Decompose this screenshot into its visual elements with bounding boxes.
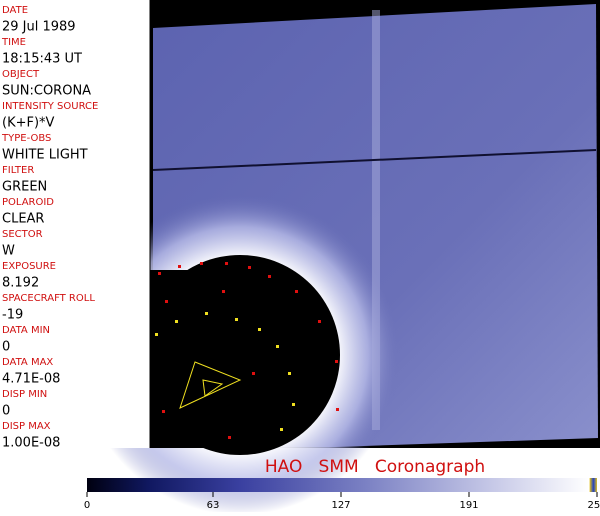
field-label: DATE: [2, 5, 28, 16]
field-value: 4.71E-08: [2, 372, 60, 387]
field-label: DATA MIN: [2, 325, 50, 336]
field-label: SECTOR: [2, 229, 43, 240]
dots: [155, 312, 295, 431]
occulter-fill: [150, 270, 240, 448]
streak: [372, 10, 380, 430]
field-label: DATA MAX: [2, 357, 53, 368]
tick-label: 191: [459, 500, 478, 511]
field-label: DISP MIN: [2, 389, 47, 400]
field-value: 18:15:43 UT: [2, 52, 82, 67]
tick-label: 63: [207, 500, 220, 511]
field-value: (K+F)*V: [2, 116, 55, 131]
field-value: -19: [2, 308, 23, 323]
tick-label: 127: [331, 500, 350, 511]
field-label: OBJECT: [2, 69, 40, 80]
field-value: CLEAR: [2, 212, 44, 227]
field-value: WHITE LIGHT: [2, 148, 88, 163]
field-label: INTENSITY SOURCE: [2, 101, 98, 112]
field-label: TYPE-OBS: [1, 133, 51, 144]
field-value: 0: [2, 340, 10, 355]
field-value: 29 Jul 1989: [2, 20, 76, 35]
field-label: SPACECRAFT ROLL: [2, 293, 95, 304]
dots: [158, 262, 339, 439]
title: HAO SMM Coronagraph: [265, 457, 485, 477]
field-label: POLAROID: [2, 197, 54, 208]
field-label: DISP MAX: [2, 421, 51, 432]
colorbar: [87, 478, 597, 492]
tick-label: 255: [587, 500, 600, 511]
field-label: EXPOSURE: [2, 261, 56, 272]
field-value: GREEN: [2, 180, 47, 195]
field-value: SUN:CORONA: [2, 84, 91, 99]
tick-label: 0: [84, 500, 90, 511]
marker: [179, 361, 242, 409]
info-panel: [0, 0, 150, 448]
field-value: 1.00E-08: [2, 436, 60, 451]
field-value: W: [2, 244, 15, 259]
field-value: 8.192: [2, 276, 39, 291]
field-label: TIME: [1, 37, 26, 48]
field-label: FILTER: [2, 165, 34, 176]
scan-line: [152, 149, 597, 171]
marker: [202, 379, 224, 397]
field-value: 0: [2, 404, 10, 419]
